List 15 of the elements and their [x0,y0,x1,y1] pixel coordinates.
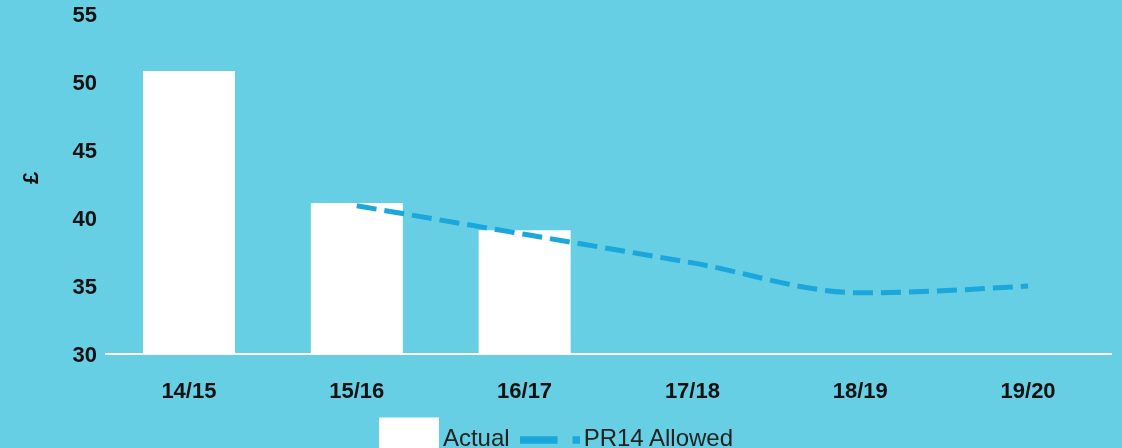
y-tick-label: 55 [72,1,97,27]
x-tick-label: 19/20 [1000,377,1056,403]
legend-label: PR14 Allowed [583,424,734,448]
x-tick-label: 18/19 [832,377,888,403]
x-tick-label: 17/18 [664,377,720,403]
y-tick-label: 30 [72,341,97,367]
y-tick-label: 50 [72,69,97,95]
x-tick-label: 14/15 [161,377,217,403]
legend-label: Actual [442,424,510,448]
y-tick-label: 45 [72,137,97,163]
x-tick-label: 15/16 [329,377,385,403]
x-tick-label: 16/17 [497,377,553,403]
y-axis-title: £ [17,171,43,184]
y-tick-label: 40 [72,205,97,231]
y-tick-label: 35 [72,273,97,299]
